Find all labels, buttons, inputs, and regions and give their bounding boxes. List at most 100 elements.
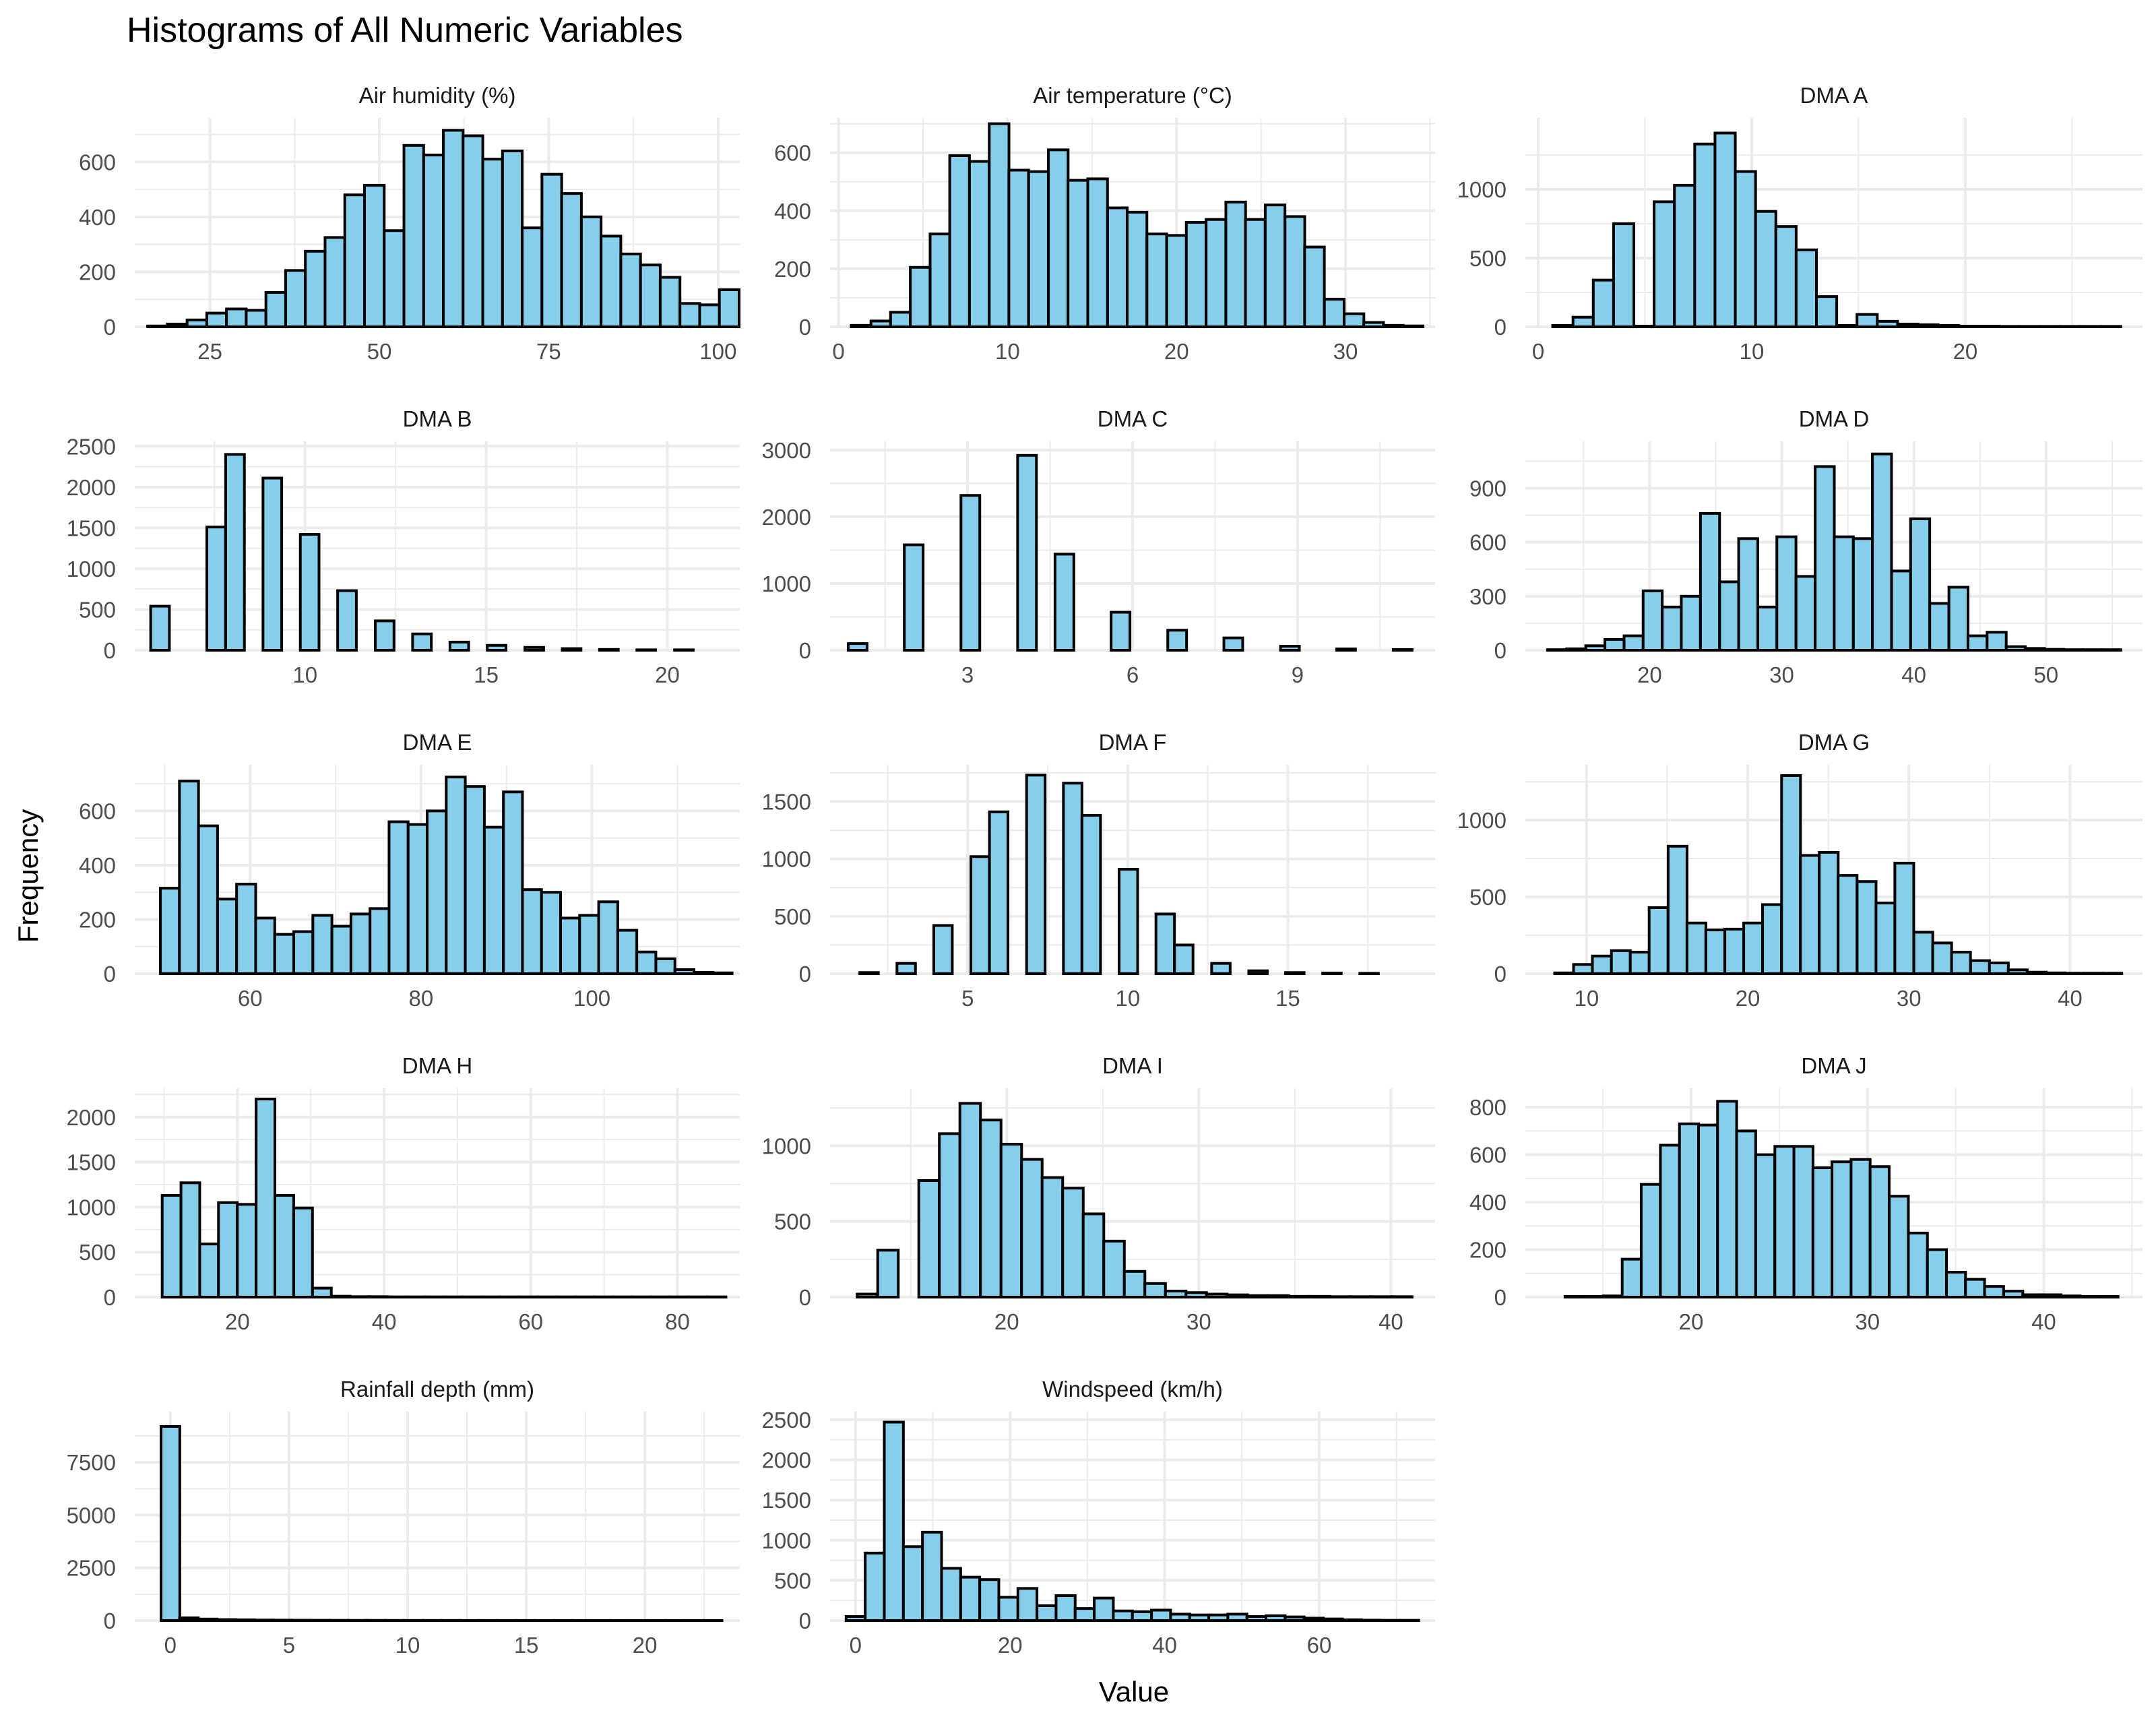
histogram-bar — [1247, 969, 1269, 975]
histogram-panel: Windspeed (km/h) 0 20 40 60 0 500 1000 1500 2000 2… — [762, 1377, 1435, 1658]
histogram-bar — [1851, 537, 1874, 652]
x-tick-label: 10 — [1575, 986, 1599, 1011]
y-tick-label: 1000 — [762, 1528, 811, 1553]
y-tick-label: 200 — [79, 907, 116, 932]
histogram-bar — [160, 1194, 183, 1299]
y-tick-label: 600 — [1469, 1143, 1507, 1168]
histogram-bar — [159, 887, 181, 975]
y-tick-label: 1000 — [1457, 177, 1507, 202]
histogram-bar — [1856, 313, 1879, 329]
y-tick-label: 2000 — [762, 1448, 811, 1473]
x-tick-label: 25 — [197, 339, 222, 364]
y-tick-label: 7500 — [67, 1450, 116, 1475]
histogram-bar — [895, 962, 917, 975]
histogram-bar — [2006, 968, 2029, 976]
histogram-bar — [600, 234, 623, 329]
histogram-bar — [369, 907, 391, 975]
histogram-bar — [540, 172, 563, 328]
histogram-bar — [1928, 602, 1951, 652]
x-tick-label: 40 — [1152, 1633, 1177, 1658]
histogram-panel: Air humidity (%) 25 50 75 100 0 200 400 600 — [79, 83, 740, 364]
histogram-bar — [1673, 183, 1697, 328]
histogram-bar — [1907, 1231, 1929, 1298]
histogram-bar — [578, 914, 600, 975]
histogram-bar — [1849, 1158, 1872, 1298]
x-tick-label: 60 — [238, 986, 263, 1011]
histogram-bar — [1890, 569, 1912, 652]
y-tick-label: 2500 — [67, 1556, 116, 1581]
histogram-bar — [216, 1618, 237, 1622]
histogram-bar — [1335, 648, 1357, 652]
histogram-bar — [1362, 321, 1385, 328]
histogram-bar — [160, 1424, 181, 1622]
histogram-bar — [988, 810, 1010, 976]
histogram-bar — [658, 276, 682, 328]
histogram-bar — [1666, 844, 1688, 976]
histogram-bar — [178, 780, 200, 976]
y-tick-label: 400 — [79, 205, 116, 230]
histogram-bar — [1680, 594, 1702, 652]
x-tick-label: 15 — [514, 1633, 539, 1658]
panel-title: DMA D — [1799, 406, 1870, 431]
histogram-bar — [635, 950, 658, 976]
panel-title: DMA F — [1099, 730, 1167, 755]
histogram-bar — [858, 971, 880, 976]
histogram-bar — [1835, 323, 1859, 329]
histogram-bar — [921, 1530, 943, 1623]
y-tick-label: 200 — [774, 257, 811, 282]
x-tick-label: 20 — [633, 1633, 658, 1658]
histogram-bar — [1704, 929, 1726, 975]
x-tick-label: 10 — [1740, 339, 1765, 364]
histogram-bar — [999, 1143, 1023, 1299]
histogram-bar — [1007, 168, 1030, 328]
y-tick-label: 800 — [1469, 1095, 1507, 1120]
histogram-bar — [292, 1206, 314, 1299]
x-tick-label: 30 — [1186, 1309, 1211, 1334]
histogram-bar — [149, 604, 171, 652]
histogram-bar — [1584, 644, 1607, 652]
histogram-bar — [1693, 142, 1717, 328]
x-tick-label: 40 — [2058, 986, 2083, 1011]
histogram-bar — [1025, 774, 1047, 976]
y-tick-label: 0 — [104, 315, 116, 340]
histogram-bar — [889, 311, 912, 329]
histogram-bar — [1896, 322, 1920, 328]
histogram-bar — [1551, 323, 1575, 329]
histogram-bar — [1909, 517, 1932, 652]
x-tick-label: 20 — [1953, 339, 1978, 364]
histogram-bar — [678, 302, 701, 328]
x-tick-label: 80 — [665, 1309, 690, 1334]
x-tick-label: 40 — [2031, 1309, 2056, 1334]
x-tick-label: 0 — [1532, 339, 1544, 364]
histogram-bar — [1284, 971, 1306, 976]
histogram-panel: DMA E 60 80 100 0 200 400 600 — [79, 730, 740, 1011]
y-tick-label: 0 — [799, 962, 811, 986]
histogram-bar — [1761, 903, 1783, 976]
histogram-bar — [2097, 1294, 2120, 1299]
x-tick-label: 75 — [536, 339, 561, 364]
histogram-bar — [1027, 170, 1050, 328]
histogram-bar — [1349, 1295, 1372, 1298]
histogram-panel: DMA B 10 15 20 0 500 1000 1500 2000 2500 — [67, 406, 740, 687]
histogram-bar — [1983, 1285, 2005, 1298]
histogram-bar — [448, 640, 470, 652]
histogram-bar — [1888, 1195, 1910, 1298]
histogram-panel: DMA A 0 10 20 0 500 1000 — [1457, 83, 2143, 364]
histogram-bar — [876, 1249, 900, 1298]
histogram-bar — [1080, 813, 1102, 976]
histogram-bar — [2021, 1293, 2043, 1299]
x-tick-label: 100 — [699, 339, 736, 364]
y-tick-label: 400 — [1469, 1190, 1507, 1215]
histogram-bar — [1016, 1587, 1039, 1622]
histogram-panel: DMA C 3 6 9 0 1000 2000 3000 — [762, 406, 1435, 687]
histogram-bar — [1382, 323, 1405, 329]
x-tick-label: 20 — [1679, 1309, 1704, 1334]
histogram-bar — [1794, 575, 1817, 652]
histogram-bar — [311, 914, 334, 975]
y-tick-label: 0 — [104, 638, 116, 663]
histogram-bar — [501, 149, 524, 329]
histogram-bar — [1628, 951, 1651, 976]
histogram-bar — [1718, 580, 1740, 652]
histogram-bar — [166, 322, 189, 328]
histogram-bar — [298, 533, 321, 652]
